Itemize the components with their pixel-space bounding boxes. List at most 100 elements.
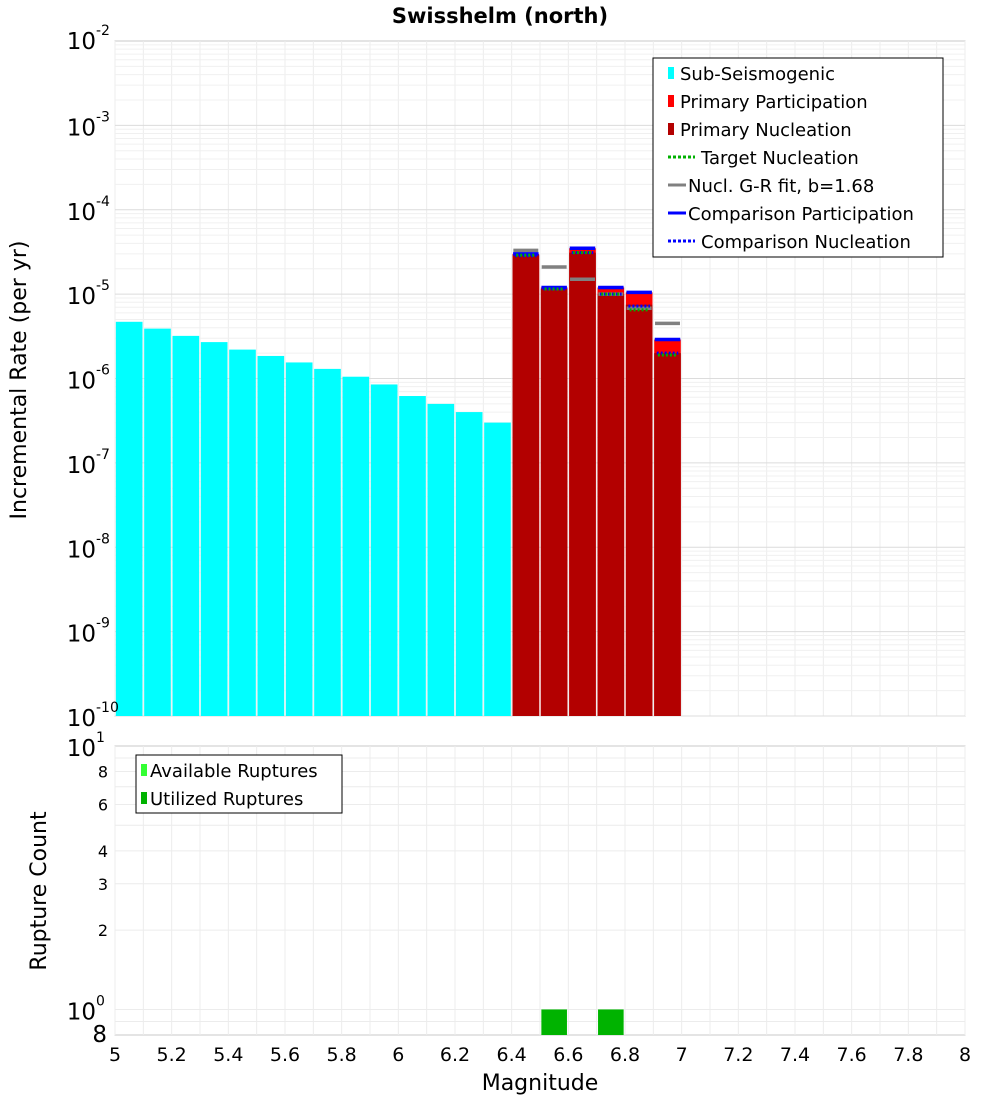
top-y-tick-8: 10 -10 (67, 700, 119, 732)
top-y-tick-0-base: 10 (67, 29, 96, 55)
top-legend-label-3: Target Nucleation (700, 148, 859, 169)
top-y-tick-1-base: 10 (67, 115, 96, 141)
top-y-tick-8-exponent: -10 (96, 700, 119, 716)
top-y-tick-4: 10 -6 (67, 363, 110, 395)
x-tick-8: 6.6 (553, 1044, 583, 1066)
x-tick-0: 5 (109, 1044, 121, 1066)
top-y-tick-2-base: 10 (67, 200, 96, 226)
top-y-tick-7-exponent: -9 (96, 616, 110, 632)
bar-sub-seismogenic-2 (172, 335, 200, 716)
bar-sub-seismogenic-13 (484, 422, 511, 716)
bottom-y-tick-2: 6 (98, 795, 108, 814)
x-tick-5: 6 (392, 1044, 404, 1066)
bottom-y-tick-7: 8 (92, 1022, 107, 1048)
bottom-y-tick-1: 8 (98, 763, 108, 782)
bottom-legend-swatch-1 (141, 792, 147, 804)
x-tick-4: 5.8 (327, 1044, 357, 1066)
bar-primary-nucleation-1 (540, 289, 568, 716)
bar-primary-nucleation-4 (625, 304, 653, 716)
x-tick-10: 7 (676, 1044, 688, 1066)
bottom-legend-swatch-0 (141, 764, 147, 776)
x-tick-11: 7.2 (723, 1044, 753, 1066)
bottom-legend: Available Ruptures Utilized Ruptures (135, 754, 343, 814)
bottom-y-tick-6: 10 0 (67, 993, 105, 1025)
top-y-tick-4-exponent: -6 (96, 363, 110, 379)
top-legend-item-5: Comparison Participation (668, 204, 914, 225)
top-legend-item-4: Nucl. G-R fit, b=1.68 (668, 176, 874, 197)
top-y-tick-3-base: 10 (67, 284, 96, 310)
x-tick-12: 7.4 (780, 1044, 810, 1066)
top-y-tick-2-exponent: -4 (96, 194, 110, 210)
x-tick-15: 8 (959, 1044, 971, 1066)
bottom-y-axis-label: Rupture Count (27, 811, 52, 971)
bottom-legend-item-0: Available Ruptures (141, 761, 318, 782)
top-legend-item-6: Comparison Nucleation (668, 232, 911, 253)
bottom-y-tick-6-base: 10 (67, 999, 96, 1025)
bar-sub-seismogenic-0 (115, 321, 143, 716)
top-y-tick-1-exponent: -3 (96, 109, 110, 125)
top-legend-swatch-1 (668, 95, 674, 107)
top-legend-swatch-0 (668, 67, 674, 79)
bottom-y-tick-6-exponent: 0 (96, 993, 105, 1009)
top-y-tick-5-exponent: -7 (96, 447, 110, 463)
bar-primary-nucleation-5 (654, 353, 681, 716)
bar-sub-seismogenic-9 (370, 384, 398, 716)
top-tick-marks (513, 246, 681, 357)
top-legend: Sub-Seismogenic Primary Participation Prim… (652, 57, 944, 258)
x-axis-label: Magnitude (482, 1071, 599, 1096)
top-legend-label-6: Comparison Nucleation (701, 232, 911, 253)
bar-sub-seismogenic-12 (455, 412, 483, 716)
top-legend-swatch-2 (668, 123, 674, 135)
top-y-tick-0: 10 -2 (67, 23, 110, 55)
top-y-tick-5: 10 -7 (67, 447, 110, 479)
top-legend-item-3: Target Nucleation (668, 148, 859, 169)
top-y-tick-2: 10 -4 (67, 194, 110, 226)
bar-primary-nucleation-2 (569, 252, 596, 716)
bottom-y-tick-0-base: 10 (67, 736, 96, 762)
top-legend-item-2: Primary Nucleation (668, 120, 852, 141)
bottom-y-tick-3: 4 (98, 842, 108, 861)
bar-sub-seismogenic-1 (144, 328, 171, 716)
bar-sub-seismogenic-4 (229, 349, 256, 716)
bottom-legend-label-0: Available Ruptures (150, 761, 318, 782)
top-legend-label-2: Primary Nucleation (680, 120, 852, 141)
x-tick-7: 6.4 (497, 1044, 527, 1066)
bar-primary-nucleation-0 (512, 255, 540, 716)
top-y-tick-8-base: 10 (67, 706, 96, 732)
bottom-y-tick-4: 3 (98, 875, 108, 894)
bottom-legend-box (135, 754, 343, 814)
top-y-tick-labels: 10-210-310-410-510-610-710-810-910-10 (67, 23, 119, 732)
top-y-tick-0-exponent: -2 (96, 23, 110, 39)
x-tick-2: 5.4 (213, 1044, 243, 1066)
top-legend-item-0: Sub-Seismogenic (668, 64, 835, 85)
bar-sub-seismogenic-11 (427, 403, 455, 716)
top-legend-label-0: Sub-Seismogenic (680, 64, 835, 85)
top-bars (115, 248, 681, 717)
bottom-bars (541, 1009, 624, 1035)
top-legend-label-1: Primary Participation (680, 92, 868, 113)
bar-primary-nucleation-3 (597, 294, 625, 716)
top-y-tick-4-base: 10 (67, 369, 96, 395)
top-legend-label-5: Comparison Participation (688, 204, 914, 225)
bar-sub-seismogenic-7 (314, 368, 341, 716)
bottom-y-tick-0-exponent: 1 (96, 730, 105, 746)
bottom-grid (114, 746, 966, 1035)
top-legend-item-1: Primary Participation (668, 92, 868, 113)
bar-sub-seismogenic-6 (285, 362, 313, 716)
bar-utilized-ruptures-1 (598, 1009, 624, 1035)
bottom-legend-item-1: Utilized Ruptures (141, 789, 303, 810)
x-tick-3: 5.6 (270, 1044, 300, 1066)
top-y-tick-5-base: 10 (67, 453, 96, 479)
top-y-tick-6: 10 -8 (67, 531, 110, 563)
bar-sub-seismogenic-10 (399, 396, 426, 716)
top-y-tick-1: 10 -3 (67, 109, 110, 141)
bottom-y-tick-0: 10 1 (67, 730, 105, 762)
top-y-tick-7-base: 10 (67, 622, 96, 648)
top-y-tick-3-exponent: -5 (96, 278, 110, 294)
top-y-tick-3: 10 -5 (67, 278, 110, 310)
bar-sub-seismogenic-8 (342, 376, 370, 716)
bottom-legend-label-1: Utilized Ruptures (150, 789, 303, 810)
top-legend-label-4: Nucl. G-R fit, b=1.68 (688, 176, 874, 197)
